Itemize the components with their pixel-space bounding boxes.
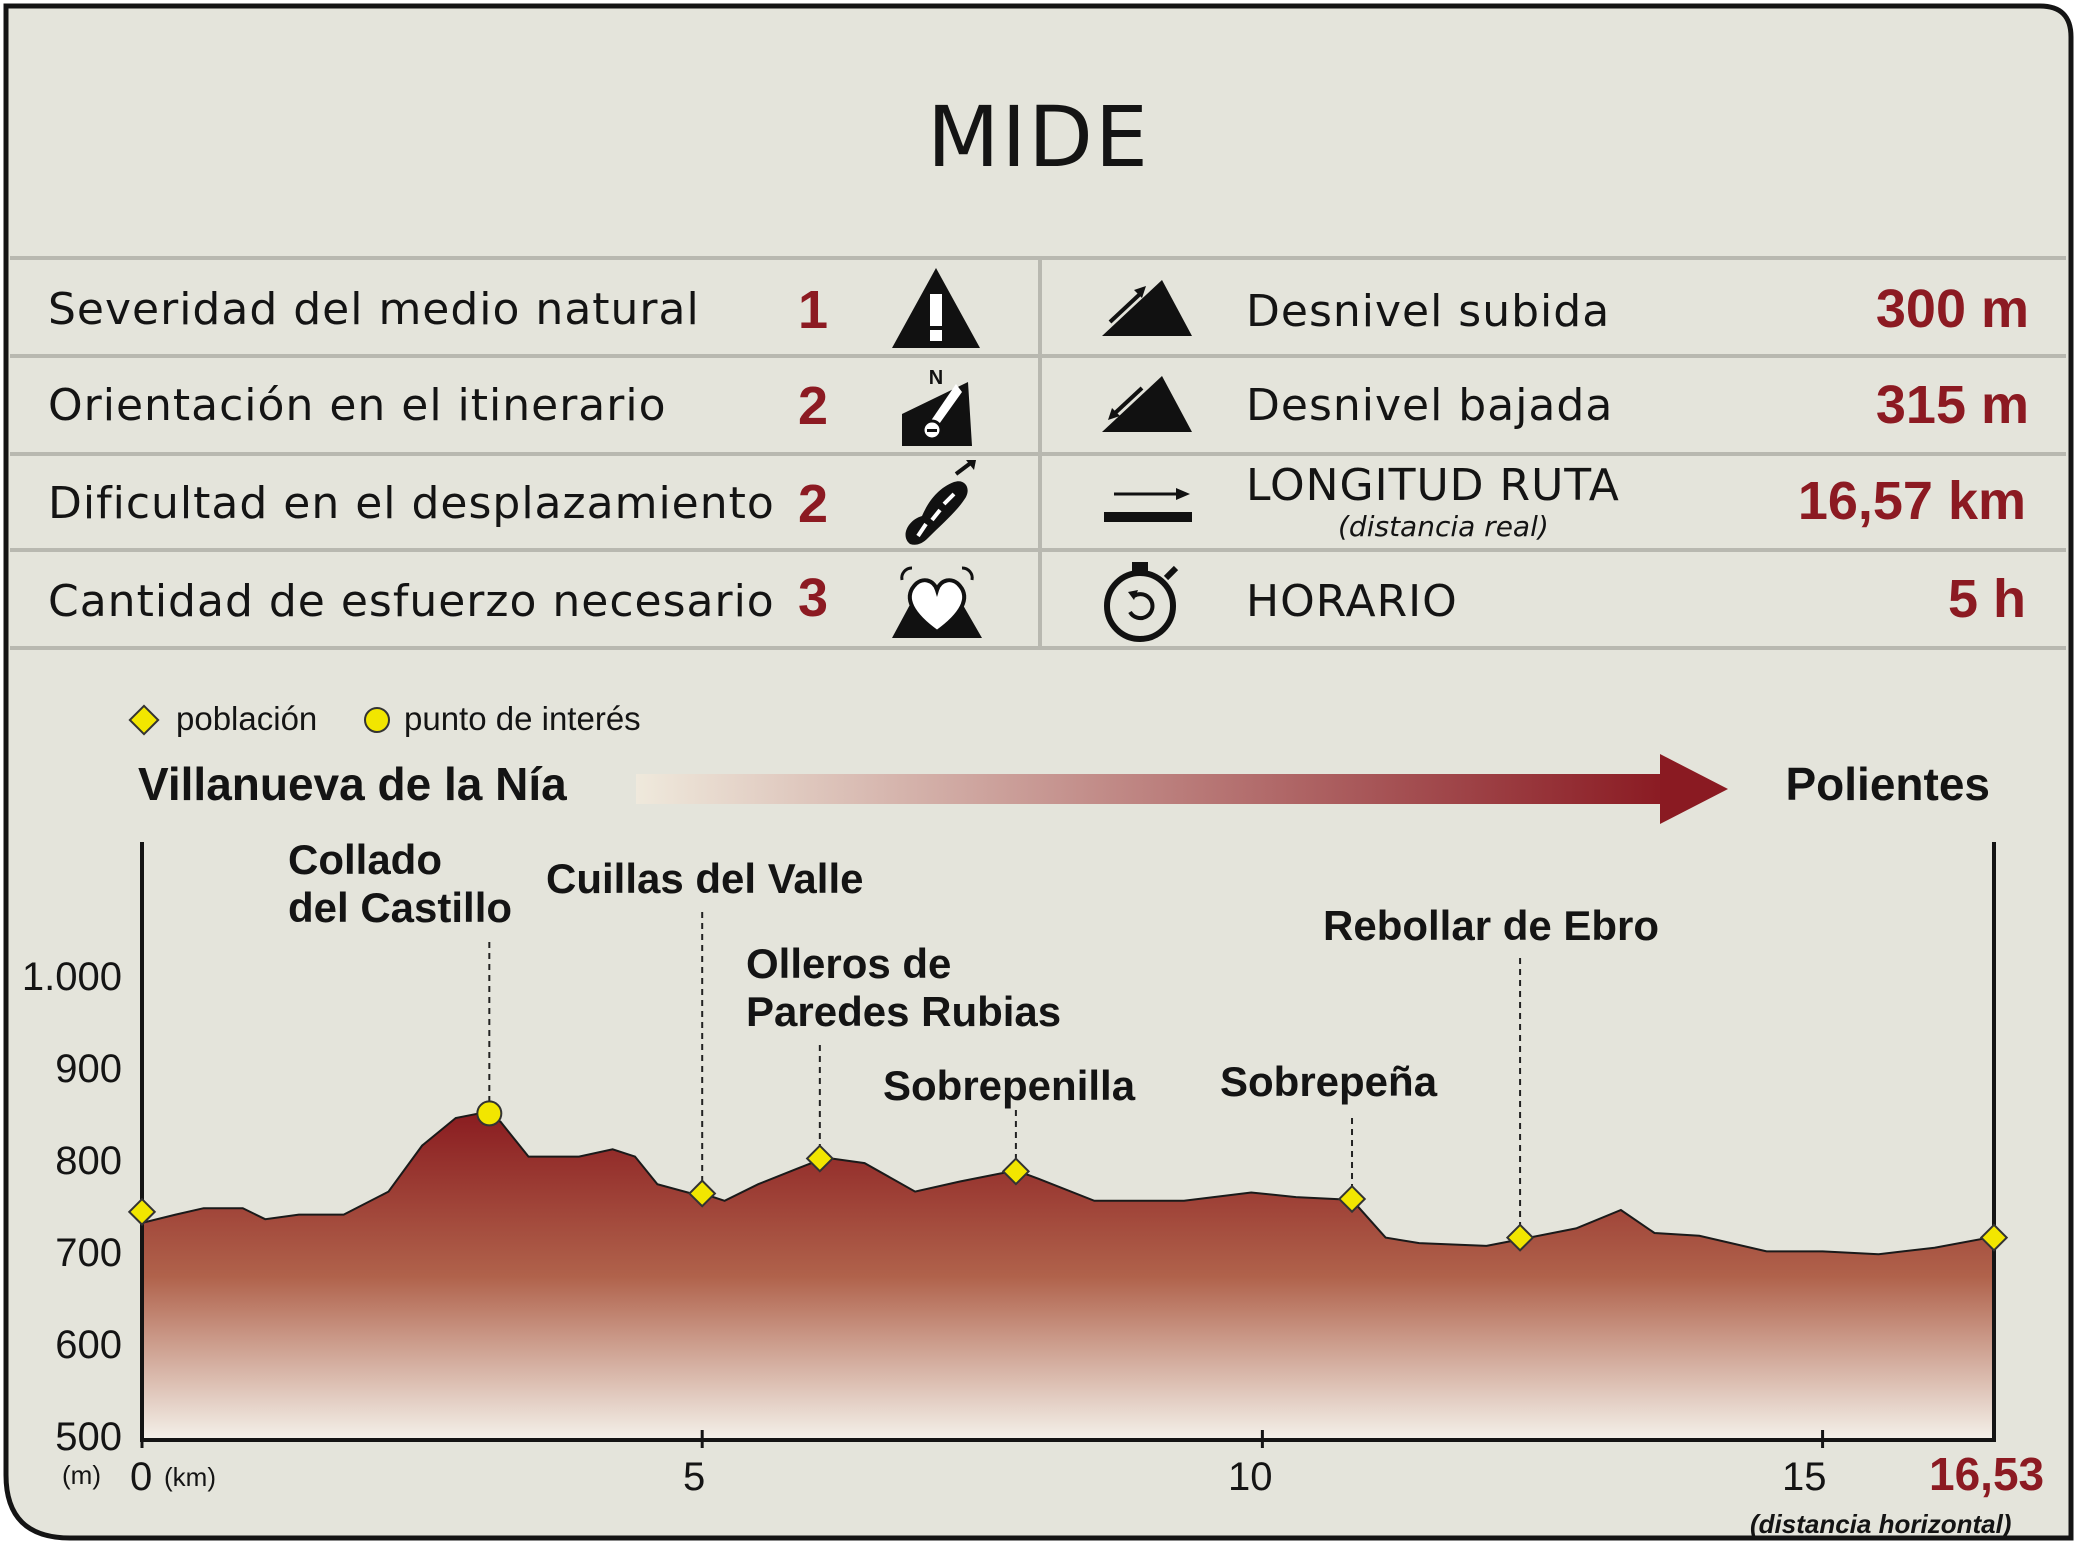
legend-town-marker xyxy=(128,704,160,736)
svg-text:N: N xyxy=(929,367,943,389)
compass-orientation-icon: N xyxy=(902,367,972,446)
stat-label-horario: HORARIO xyxy=(1246,576,1458,627)
town-marker xyxy=(688,1179,717,1208)
marker-leader-lines xyxy=(488,912,1522,1226)
x-axis-unit: (km) xyxy=(164,1462,216,1492)
town-marker xyxy=(1505,1223,1535,1252)
stat-value-horario: 5 h xyxy=(1947,569,2026,629)
stat-value-longitud: 16,57 km xyxy=(1797,471,2026,531)
point-label-sobrepenilla: Sobrepenilla xyxy=(883,1062,1136,1109)
stat-sublabel-longitud: (distancia real) xyxy=(1338,510,1549,543)
x-tick-label: 15 xyxy=(1782,1455,1827,1499)
point-label-collado: Collado del Castillo xyxy=(288,836,513,931)
route-end: Polientes xyxy=(1785,758,1990,810)
town-marker xyxy=(1337,1184,1367,1214)
legend-poi-marker xyxy=(364,707,390,733)
mide-label-severidad: Severidad del medio natural xyxy=(48,284,700,335)
warning-triangle-icon xyxy=(892,268,980,348)
mide-value-dificultad: 2 xyxy=(798,474,829,534)
legend-poi-label: punto de interés xyxy=(404,700,641,737)
town-marker xyxy=(805,1144,834,1173)
poi-marker xyxy=(476,1100,503,1127)
stat-label-longitud: LONGITUD RUTA xyxy=(1246,460,1620,511)
route-start: Villanueva de la Nía xyxy=(138,758,567,810)
y-tick-label: 500 xyxy=(55,1415,122,1459)
legend-town-label: población xyxy=(176,700,318,737)
stopwatch-icon xyxy=(1104,562,1179,642)
descent-slope-icon xyxy=(1102,376,1192,432)
mide-value-orientacion: 2 xyxy=(798,376,829,436)
x-end-value: 16,53 xyxy=(1929,1448,2045,1500)
distance-arrow-icon xyxy=(1104,488,1192,522)
table-grid xyxy=(10,256,2066,650)
ascent-slope-icon xyxy=(1102,280,1192,336)
y-tick-label: 800 xyxy=(55,1139,122,1183)
y-tick-label: 700 xyxy=(55,1231,122,1275)
y-axis-unit: (m) xyxy=(62,1460,101,1490)
y-tick-label: 600 xyxy=(55,1323,122,1367)
x-tick-label: 10 xyxy=(1228,1455,1273,1499)
x-tick-marks xyxy=(140,1430,1825,1448)
town-marker xyxy=(1001,1157,1031,1186)
stat-value-bajada: 315 m xyxy=(1875,375,2029,435)
point-label-sobrepena: Sobrepeña xyxy=(1220,1058,1438,1105)
mide-label-esfuerzo: Cantidad de esfuerzo necesario xyxy=(48,576,775,627)
town-marker xyxy=(1979,1223,2009,1252)
stat-label-subida: Desnivel subida xyxy=(1246,286,1611,337)
stat-value-subida: 300 m xyxy=(1875,279,2029,339)
route-direction-arrow xyxy=(636,754,1728,824)
elevation-area xyxy=(141,1111,1995,1441)
elevation-profile-chart xyxy=(127,842,2009,1448)
y-tick-label: 1.000 xyxy=(21,955,122,999)
mide-label-dificultad: Dificultad en el desplazamiento xyxy=(48,478,775,529)
point-label-rebollar: Rebollar de Ebro xyxy=(1323,902,1660,949)
mide-value-esfuerzo: 3 xyxy=(798,568,829,628)
page-title: MIDE xyxy=(926,88,1150,186)
x-end-note: (distancia horizontal) xyxy=(1750,1509,2012,1539)
point-label-cuillas: Cuillas del Valle xyxy=(546,855,864,902)
point-label-olleros: Olleros de Paredes Rubias xyxy=(746,940,1062,1035)
boot-print-icon xyxy=(905,460,976,545)
point-markers xyxy=(127,1100,2009,1252)
mide-label-orientacion: Orientación en el itinerario xyxy=(48,380,667,431)
x-tick-label: 5 xyxy=(683,1455,706,1499)
stat-label-bajada: Desnivel bajada xyxy=(1246,380,1614,431)
y-tick-label: 900 xyxy=(55,1047,122,1091)
mide-value-severidad: 1 xyxy=(798,280,829,340)
x-tick-label: 0 xyxy=(130,1455,153,1499)
town-marker xyxy=(127,1197,157,1226)
heart-effort-icon xyxy=(892,566,982,638)
